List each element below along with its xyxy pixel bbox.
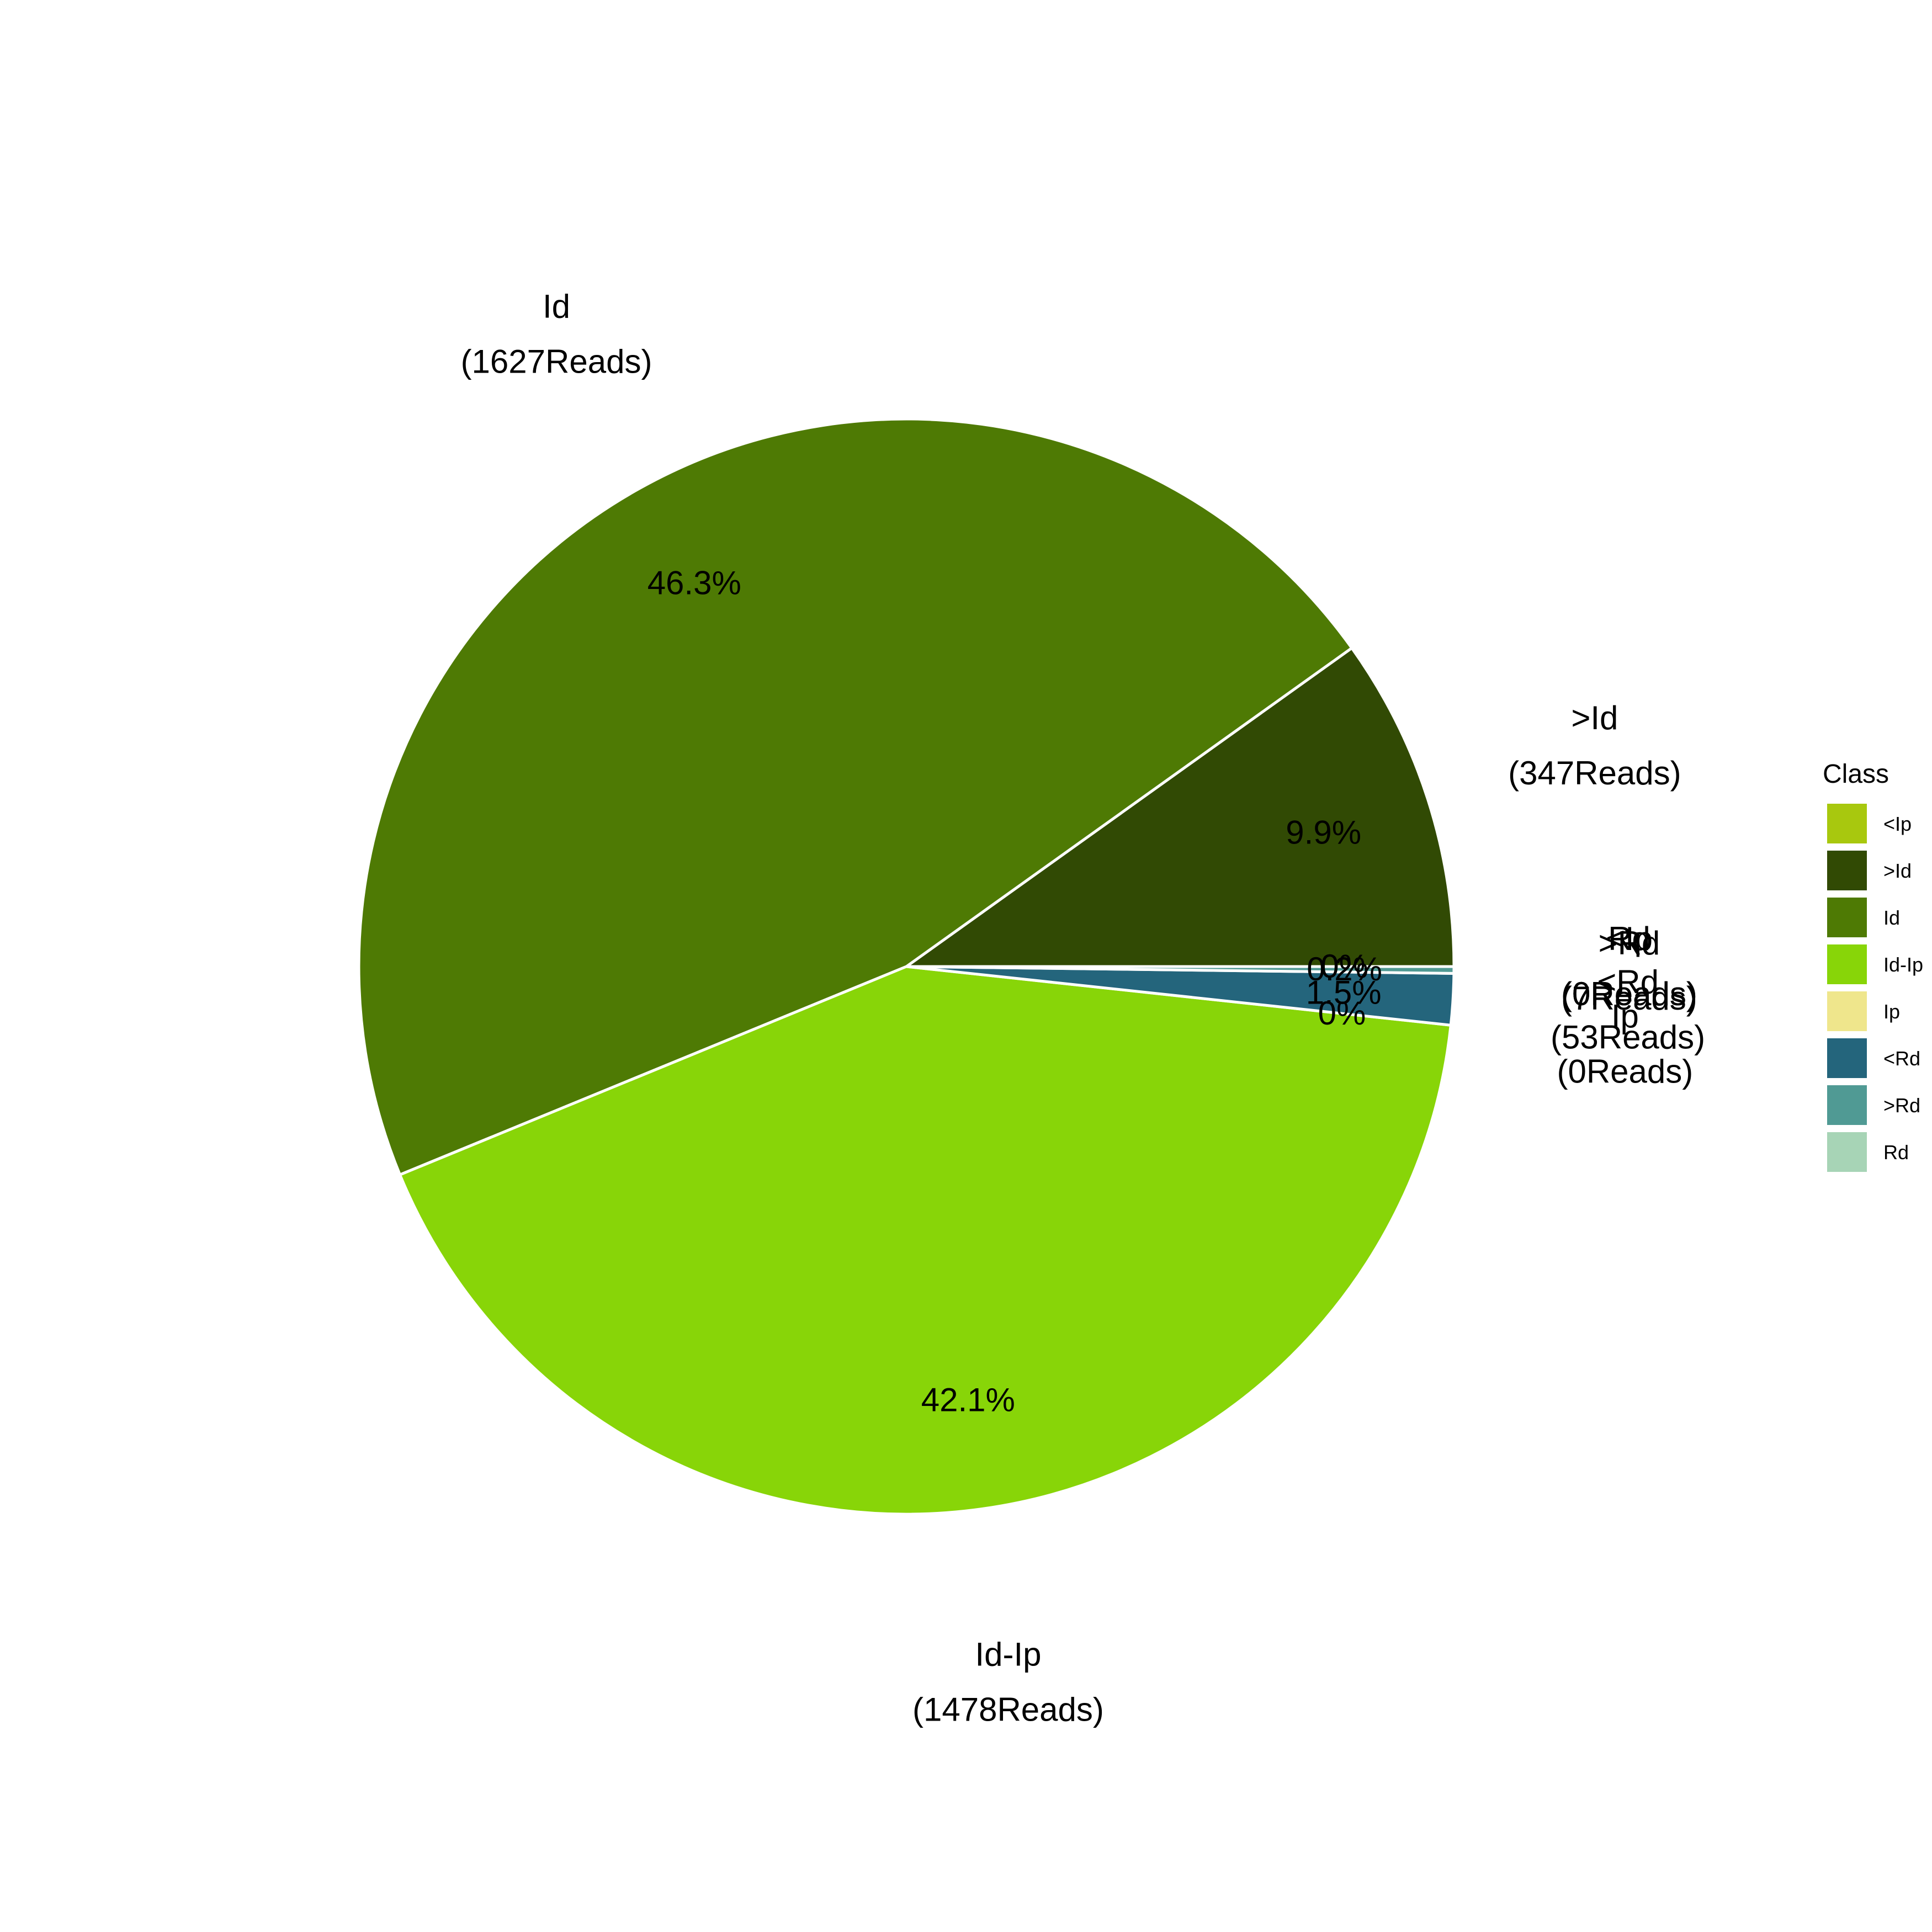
legend-swatch-lt-ip [1827,804,1867,843]
legend-label-gt-rd: >Rd [1883,1094,1920,1117]
legend-label-id: Id [1883,906,1900,929]
percent-label-rd: 0% [1320,948,1368,985]
slice-id [357,417,1354,1177]
legend-swatch-gt-rd [1827,1085,1867,1125]
percent-label-lt-ip: 0% [1320,948,1368,985]
slice-gt-rd [906,965,1456,975]
legend-swatch-id [1827,898,1867,937]
percent-label-id: 46.3% [647,565,741,602]
slice-name-label-rd: Rd [1608,920,1650,957]
slice-name-label-lt-rd: <Rd [1597,963,1659,1000]
slice-name-label-gt-rd: >Rd [1599,925,1660,962]
slice-reads-label-gt-id: (347Reads) [1508,755,1681,792]
legend-label-gt-id: >Id [1883,859,1912,882]
slice-id-ip [398,965,1453,1516]
legend-label-ip: Ip [1883,1000,1900,1023]
slice-gt-id [902,646,1456,968]
slice-name-label-gt-id: >Id [1571,699,1618,736]
legend-label-lt-ip: <Ip [1883,813,1912,835]
legend-swatch-ip [1827,991,1867,1031]
legend-label-rd: Rd [1883,1141,1909,1164]
slice-name-label-lt-ip: <Ip [1606,920,1653,957]
legend-swatch-lt-rd [1827,1038,1867,1078]
slice-reads-label-id: (1627Reads) [461,343,652,380]
legend-label-id-ip: Id-Ip [1883,953,1923,976]
slice-name-label-id: Id [543,288,570,325]
slice-reads-label-id-ip: (1478Reads) [912,1691,1104,1728]
slice-reads-label-rd: (0Reads) [1561,975,1697,1012]
slice-reads-label-ip: (0Reads) [1557,1053,1694,1090]
legend-title: Class [1823,760,1889,789]
slice-name-label-id-ip: Id-Ip [975,1636,1041,1673]
percent-labels: 0%9.9%46.3%42.1%0%1.5%0.2%0% [647,565,1382,1419]
pie-slices [357,417,1456,1516]
percent-label-ip: 0% [1318,995,1366,1032]
slice-reads-label-lt-rd: (53Reads) [1551,1018,1705,1055]
outer-labels: <Ip (0Reads) >Id (347Reads) Id (1627Reads) Id-… [461,288,1706,1728]
percent-label-lt-rd: 1.5% [1306,974,1382,1011]
slice-reads-label-gt-rd: (7Reads) [1561,980,1697,1017]
legend-swatch-id-ip [1827,944,1867,984]
legend-label-lt-rd: <Rd [1883,1047,1920,1070]
legend-swatch-gt-id [1827,851,1867,890]
percent-label-gt-id: 9.9% [1286,814,1361,851]
slice-reads-label-lt-ip: (0Reads) [1561,975,1697,1012]
percent-label-gt-rd: 0.2% [1307,951,1382,988]
legend: Class <Ip >Id Id Id-Ip Ip <Rd >Rd Rd [1823,760,1923,1172]
slice-name-label-ip: Ip [1611,997,1639,1034]
legend-swatch-rd [1827,1132,1867,1172]
legend-items: <Ip >Id Id Id-Ip Ip <Rd >Rd Rd [1827,804,1923,1172]
percent-label-id-ip: 42.1% [921,1382,1015,1419]
